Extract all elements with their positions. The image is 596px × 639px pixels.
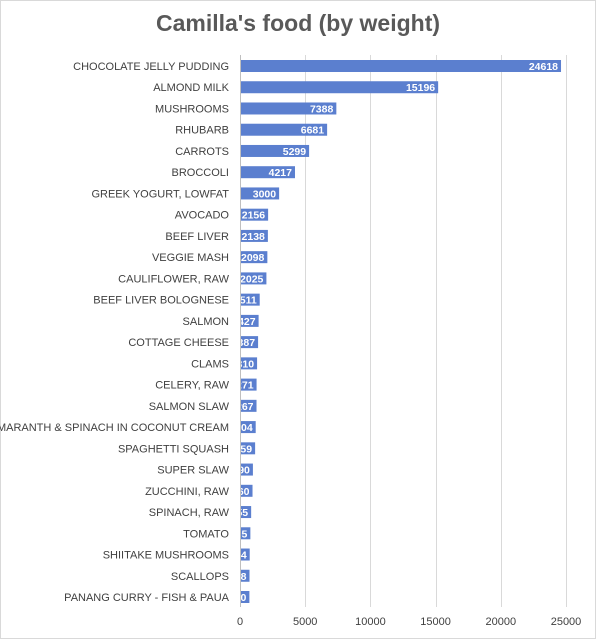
bar bbox=[240, 399, 257, 412]
bar bbox=[240, 442, 256, 455]
data-label: 1310 bbox=[231, 358, 255, 370]
category-label: BEEF LIVER BOLOGNESE bbox=[93, 295, 229, 307]
data-label: 1387 bbox=[232, 337, 256, 349]
data-label: 5299 bbox=[283, 146, 307, 158]
data-label: 728 bbox=[229, 571, 247, 583]
category-label: AVOCADO bbox=[175, 210, 230, 222]
data-label: 1204 bbox=[229, 422, 253, 434]
category-label: MUSHROOMS bbox=[155, 103, 229, 115]
data-label: 4217 bbox=[269, 167, 293, 179]
bar bbox=[240, 421, 256, 434]
category-label: GREEK YOGURT, LOWFAT bbox=[91, 188, 229, 200]
category-label: CAULIFLOWER, RAW bbox=[118, 273, 229, 285]
category-label: BROCCOLI bbox=[172, 167, 229, 179]
bar bbox=[240, 506, 252, 519]
data-label: 15196 bbox=[406, 82, 435, 94]
data-label: 1271 bbox=[230, 380, 254, 392]
category-label: SCALLOPS bbox=[171, 571, 229, 583]
bar bbox=[240, 336, 259, 349]
data-label: 24618 bbox=[529, 61, 558, 73]
bar bbox=[240, 251, 268, 264]
bar bbox=[240, 229, 268, 242]
category-label: BEEF LIVER bbox=[165, 231, 229, 243]
bar bbox=[240, 102, 337, 115]
x-tick-label: 10000 bbox=[355, 616, 386, 628]
data-label: 2025 bbox=[240, 273, 264, 285]
bar bbox=[240, 357, 258, 370]
category-label: CELERY, RAW bbox=[155, 380, 229, 392]
data-label: 855 bbox=[231, 507, 249, 519]
bar bbox=[240, 166, 295, 179]
category-label: ZUCCHINI, RAW bbox=[145, 486, 230, 498]
data-label: 990 bbox=[232, 465, 250, 477]
bar bbox=[240, 484, 253, 497]
data-label: 795 bbox=[230, 528, 248, 540]
data-label: 720 bbox=[229, 592, 247, 604]
bar bbox=[240, 123, 328, 136]
category-label: COTTAGE CHEESE bbox=[128, 337, 229, 349]
category-label: CARROTS bbox=[175, 146, 229, 158]
bar bbox=[240, 144, 310, 157]
category-label: SALMON SLAW bbox=[149, 401, 230, 413]
bar bbox=[240, 548, 250, 561]
data-label: 7388 bbox=[310, 103, 334, 115]
category-label: PANANG CURRY - FISH & PAUA bbox=[64, 592, 229, 604]
x-tick-label: 15000 bbox=[420, 616, 451, 628]
bar bbox=[240, 60, 562, 72]
x-tick-label: 20000 bbox=[486, 616, 517, 628]
bar bbox=[240, 208, 269, 221]
category-label: ALMOND MILK bbox=[153, 82, 229, 94]
bar bbox=[240, 569, 250, 582]
category-label: SUPER SLAW bbox=[157, 465, 229, 477]
chart-title: Camilla's food (by weight) bbox=[155, 10, 441, 36]
category-label: SHIITAKE MUSHROOMS bbox=[103, 550, 229, 562]
category-label: CHOCOLATE JELLY PUDDING bbox=[73, 61, 229, 73]
category-label: AMARANTH & SPINACH IN COCONUT CREAM bbox=[0, 422, 229, 434]
bar bbox=[240, 293, 260, 306]
category-label: SPAGHETTI SQUASH bbox=[118, 443, 229, 455]
category-label: CLAMS bbox=[191, 358, 229, 370]
x-tick-label: 5000 bbox=[293, 616, 317, 628]
category-label: VEGGIE MASH bbox=[152, 252, 229, 264]
data-label: 1511 bbox=[234, 295, 257, 307]
data-label: 2156 bbox=[242, 210, 266, 222]
data-label: 744 bbox=[229, 550, 247, 562]
bar bbox=[240, 314, 259, 327]
category-label: SPINACH, RAW bbox=[149, 507, 230, 519]
x-tick-label: 25000 bbox=[551, 616, 582, 628]
x-tick-label: 0 bbox=[237, 616, 243, 628]
bar bbox=[240, 272, 267, 285]
bar bbox=[240, 463, 253, 476]
bar bbox=[240, 591, 250, 603]
data-label: 1267 bbox=[230, 401, 254, 413]
data-label: 1427 bbox=[232, 316, 256, 328]
bar bbox=[240, 527, 251, 540]
data-label: 6681 bbox=[301, 125, 325, 137]
category-label: TOMATO bbox=[183, 528, 229, 540]
data-label: 2138 bbox=[242, 231, 266, 243]
bar bbox=[240, 378, 257, 391]
category-label: RHUBARB bbox=[175, 125, 229, 137]
data-label: 2098 bbox=[241, 252, 265, 264]
bar bbox=[240, 81, 439, 94]
data-label: 3000 bbox=[253, 188, 277, 200]
category-label: SALMON bbox=[183, 316, 230, 328]
bar bbox=[240, 187, 280, 200]
